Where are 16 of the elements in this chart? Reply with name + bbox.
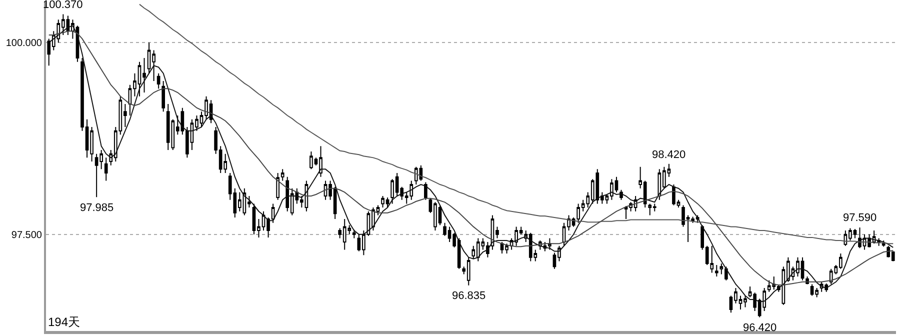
annotation: 97.590	[843, 212, 877, 224]
candlestick	[162, 80, 166, 112]
candlestick	[352, 229, 356, 239]
candlestick	[424, 182, 428, 200]
annotation: 100.370	[43, 0, 83, 11]
y-tick-label: 97.500	[11, 230, 42, 241]
candlestick	[104, 157, 108, 182]
annotation: 194天	[48, 315, 80, 329]
annotation: 98.420	[652, 149, 686, 161]
candlestick	[156, 72, 160, 90]
annotation: 96.420	[743, 322, 777, 334]
line-series	[138, 4, 894, 244]
candlestick	[714, 264, 718, 278]
y-tick-label: 100.000	[6, 38, 42, 50]
annotation: 96.835	[452, 290, 486, 302]
annotation: 97.985	[80, 202, 114, 214]
